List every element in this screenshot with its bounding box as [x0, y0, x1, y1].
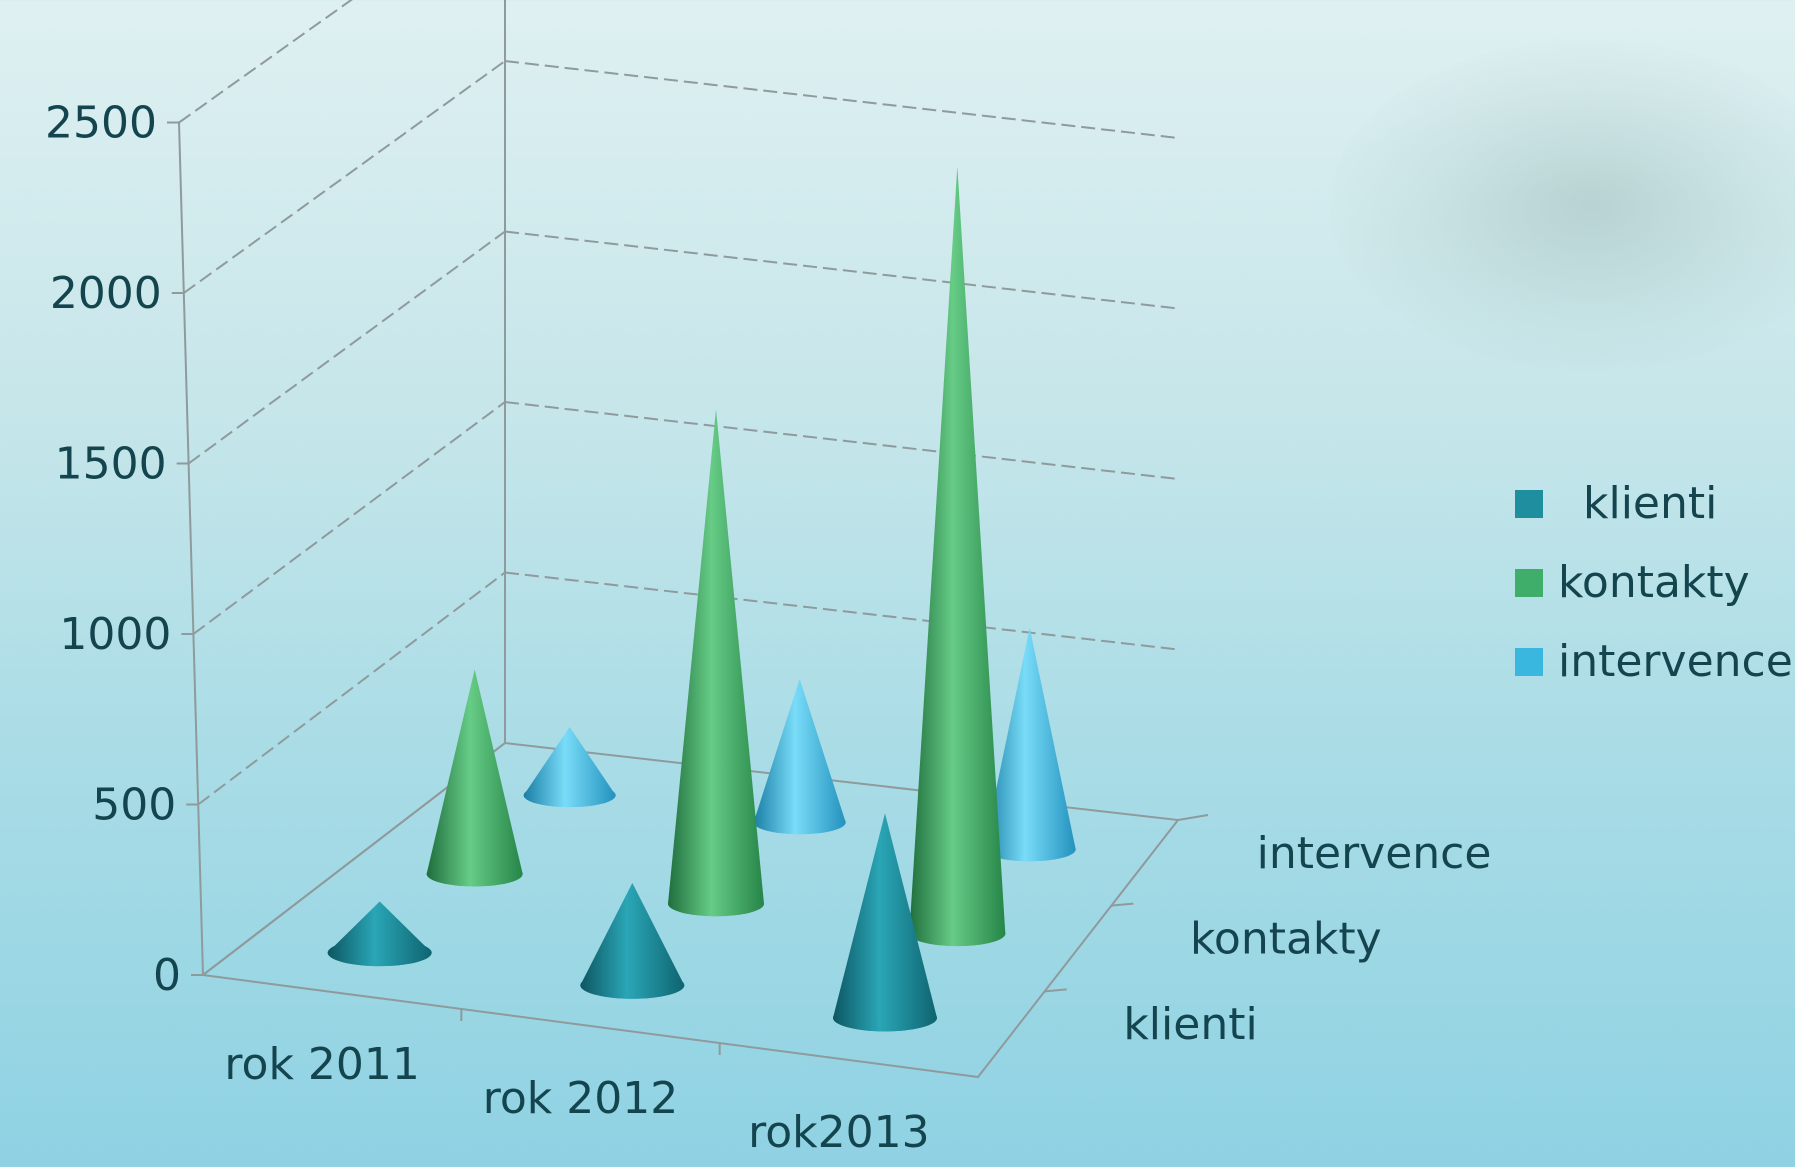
- y-tick-label-5: 2500: [45, 98, 157, 149]
- depth-label-0: klienti: [1123, 999, 1257, 1050]
- x-tick-label-2: rok2013: [748, 1107, 930, 1158]
- depth-label-1: kontakty: [1190, 914, 1382, 965]
- cone-kontakty-1: [668, 409, 764, 917]
- cone-klienti-1: [580, 882, 685, 999]
- legend-swatch-kontakty: [1515, 569, 1543, 597]
- gridline-back-1: [504, 571, 1179, 651]
- chart-axis-labels: 0 500 1000 1500 2000 2500 rok 2011 rok 2012 rok2…: [45, 98, 1491, 1159]
- gridline-side-4: [183, 60, 506, 294]
- cone-body: [753, 679, 846, 835]
- cone-body: [668, 409, 764, 917]
- y-tick-label-4: 2000: [50, 268, 162, 319]
- cone-klienti-0: [327, 901, 432, 967]
- chart-cones: [327, 166, 1076, 1032]
- gridline-side-1: [197, 571, 506, 806]
- legend-swatch-intervence: [1515, 648, 1543, 676]
- legend-label-kontakty: kontakty: [1558, 557, 1750, 608]
- gridline-back-3: [504, 230, 1179, 310]
- gridline-side-3: [188, 230, 506, 465]
- y-tick-label-3: 1500: [55, 439, 167, 490]
- cone-intervence-2: [983, 627, 1076, 862]
- cone-body: [909, 166, 1006, 947]
- depth-label-2: intervence: [1257, 828, 1492, 879]
- depth-axis-end: [1177, 814, 1209, 821]
- gridline-side-2: [192, 401, 506, 635]
- gridline-side-5: [178, 0, 353, 124]
- cone-kontakty-0: [426, 669, 523, 887]
- x-tick-label-1: rok 2012: [483, 1073, 679, 1124]
- y-axis-line: [178, 122, 204, 976]
- cone-body: [426, 669, 523, 887]
- cone-intervence-1: [753, 679, 846, 835]
- cone-body: [580, 882, 685, 999]
- legend-swatch-klienti: [1515, 490, 1543, 518]
- x-tick-label-0: rok 2011: [224, 1039, 420, 1090]
- chart-grid: [167, 0, 1209, 1079]
- cone-body: [833, 813, 937, 1032]
- depth-tick-mark-1: [1044, 988, 1067, 993]
- background-glow: [1330, 40, 1795, 370]
- depth-tick-mark-2: [1111, 902, 1134, 907]
- legend-label-intervence: intervence: [1558, 636, 1793, 687]
- gridline-back-2: [504, 401, 1179, 480]
- y-tick-label-0: 0: [153, 950, 181, 1001]
- cone-klienti-2: [833, 813, 937, 1032]
- cone-body: [327, 901, 432, 967]
- cone-body: [523, 726, 616, 808]
- cone-intervence-0: [523, 726, 616, 808]
- cone-kontakty-2: [909, 166, 1006, 947]
- y-tick-label-2: 1000: [59, 609, 171, 660]
- gridline-back-4: [504, 60, 1179, 139]
- cone-body: [983, 627, 1076, 862]
- y-tick-label-1: 500: [92, 780, 176, 831]
- legend-label-klienti: klienti: [1583, 478, 1718, 529]
